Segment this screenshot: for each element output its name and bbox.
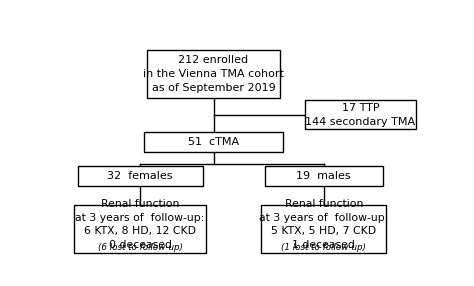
Text: (1 lost to follow-up): (1 lost to follow-up) [281,243,366,252]
FancyBboxPatch shape [261,205,386,253]
Text: 212 enrolled
in the Vienna TMA cohort
as of September 2019: 212 enrolled in the Vienna TMA cohort as… [143,55,284,93]
Text: 32  females: 32 females [107,171,173,181]
Text: Renal function
at 3 years of  follow-up:
6 KTX, 8 HD, 12 CKD
0 deceased: Renal function at 3 years of follow-up: … [75,199,205,250]
Text: 19  males: 19 males [296,171,351,181]
Text: 51  cTMA: 51 cTMA [188,137,239,147]
Text: Renal function
at 3 years of  follow-up:
5 KTX, 5 HD, 7 CKD
1 deceased: Renal function at 3 years of follow-up: … [259,199,388,250]
FancyBboxPatch shape [305,100,416,129]
Text: (6 lost to follow-up): (6 lost to follow-up) [98,243,182,252]
FancyBboxPatch shape [144,132,283,152]
FancyBboxPatch shape [78,166,202,186]
FancyBboxPatch shape [265,166,383,186]
FancyBboxPatch shape [74,205,206,253]
Text: 17 TTP
144 secondary TMA: 17 TTP 144 secondary TMA [305,103,416,126]
FancyBboxPatch shape [147,50,280,98]
